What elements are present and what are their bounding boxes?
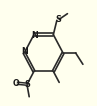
Text: O: O: [13, 79, 19, 88]
Text: N: N: [21, 47, 28, 56]
Text: S: S: [24, 80, 30, 89]
Text: S: S: [56, 15, 62, 24]
Text: N: N: [31, 31, 38, 40]
